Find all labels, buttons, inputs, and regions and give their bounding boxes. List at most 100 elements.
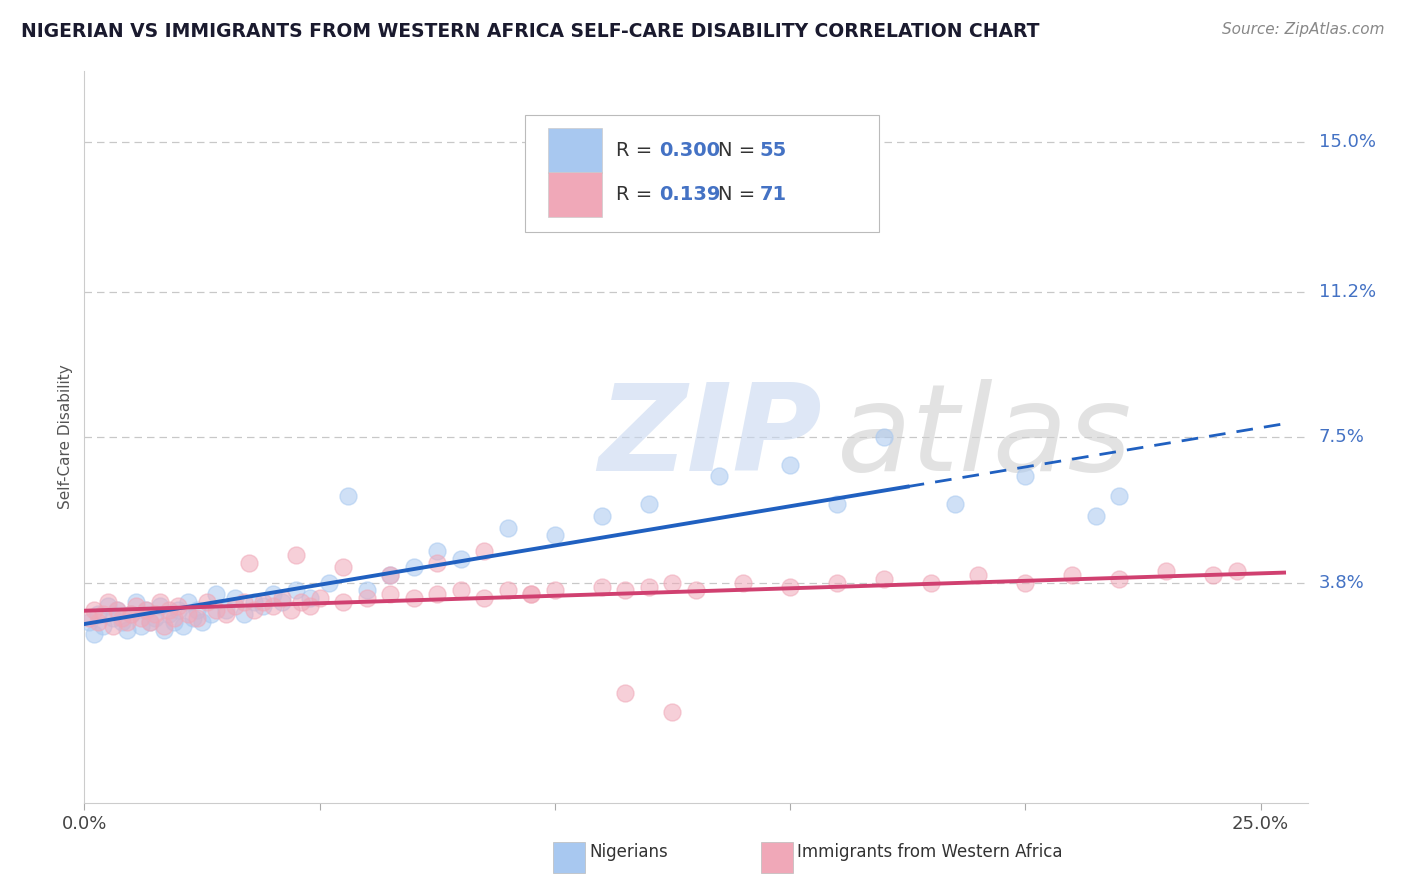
Point: [91, 607, 114, 621]
Point: [205, 603, 228, 617]
Point: [356, 591, 378, 606]
Point: [238, 556, 260, 570]
Point: [318, 575, 340, 590]
Text: N =: N =: [718, 185, 762, 203]
Point: [129, 619, 152, 633]
Point: [163, 611, 186, 625]
Point: [153, 623, 176, 637]
Point: [153, 619, 176, 633]
Point: [252, 599, 274, 614]
Point: [967, 567, 990, 582]
Point: [873, 430, 896, 444]
Point: [83, 603, 105, 617]
Point: [77, 611, 100, 625]
Point: [426, 587, 449, 601]
Point: [129, 611, 152, 625]
Text: 0.300: 0.300: [659, 141, 720, 160]
Point: [242, 603, 264, 617]
Point: [308, 591, 330, 606]
FancyBboxPatch shape: [548, 172, 602, 217]
Point: [195, 595, 218, 609]
Point: [1108, 489, 1130, 503]
Point: [638, 497, 661, 511]
Point: [299, 591, 322, 606]
Point: [285, 583, 308, 598]
Point: [1108, 572, 1130, 586]
Point: [77, 615, 100, 629]
Point: [83, 626, 105, 640]
Point: [496, 583, 519, 598]
FancyBboxPatch shape: [548, 128, 602, 173]
Point: [520, 587, 543, 601]
Point: [426, 544, 449, 558]
Point: [87, 615, 110, 629]
Point: [125, 599, 148, 614]
Point: [242, 595, 264, 609]
Point: [290, 595, 312, 609]
Point: [380, 587, 402, 601]
Text: atlas: atlas: [837, 378, 1132, 496]
Text: 55: 55: [759, 141, 787, 160]
Point: [591, 580, 613, 594]
Point: [139, 615, 162, 629]
Point: [224, 599, 246, 614]
Point: [1014, 575, 1036, 590]
Point: [825, 575, 848, 590]
Point: [101, 619, 124, 633]
Point: [120, 607, 142, 621]
Point: [191, 615, 214, 629]
Point: [181, 611, 204, 625]
Point: [336, 489, 359, 503]
Point: [233, 607, 256, 621]
Point: [450, 552, 472, 566]
Point: [105, 603, 128, 617]
Point: [205, 587, 228, 601]
Point: [544, 528, 567, 542]
Point: [262, 587, 284, 601]
Point: [1156, 564, 1178, 578]
Point: [157, 603, 180, 617]
Point: [1084, 508, 1107, 523]
Point: [614, 583, 637, 598]
Point: [299, 599, 322, 614]
Point: [426, 556, 449, 570]
Point: [1062, 567, 1084, 582]
Point: [186, 603, 208, 617]
Point: [214, 603, 236, 617]
Point: [472, 591, 495, 606]
Point: [177, 607, 200, 621]
Point: [402, 591, 425, 606]
Text: NIGERIAN VS IMMIGRANTS FROM WESTERN AFRICA SELF-CARE DISABILITY CORRELATION CHAR: NIGERIAN VS IMMIGRANTS FROM WESTERN AFRI…: [21, 22, 1039, 41]
Point: [943, 497, 966, 511]
Point: [143, 607, 166, 621]
Point: [825, 497, 848, 511]
Point: [157, 607, 180, 621]
Point: [87, 607, 110, 621]
Point: [779, 580, 801, 594]
Point: [661, 575, 683, 590]
Text: 11.2%: 11.2%: [1319, 283, 1376, 301]
Point: [101, 611, 124, 625]
Point: [233, 595, 256, 609]
Point: [97, 595, 120, 609]
Point: [200, 607, 222, 621]
Point: [97, 599, 120, 614]
Point: [356, 583, 378, 598]
Point: [167, 599, 190, 614]
Point: [873, 572, 896, 586]
Y-axis label: Self-Care Disability: Self-Care Disability: [58, 365, 73, 509]
Point: [544, 583, 567, 598]
Text: Nigerians: Nigerians: [589, 843, 668, 861]
Point: [520, 587, 543, 601]
Point: [271, 595, 294, 609]
Point: [614, 686, 637, 700]
Point: [111, 611, 134, 625]
Point: [1226, 564, 1249, 578]
Point: [496, 520, 519, 534]
Text: Immigrants from Western Africa: Immigrants from Western Africa: [797, 843, 1063, 861]
Point: [472, 544, 495, 558]
Point: [143, 611, 166, 625]
Point: [105, 603, 128, 617]
Point: [149, 595, 172, 609]
Point: [177, 595, 200, 609]
